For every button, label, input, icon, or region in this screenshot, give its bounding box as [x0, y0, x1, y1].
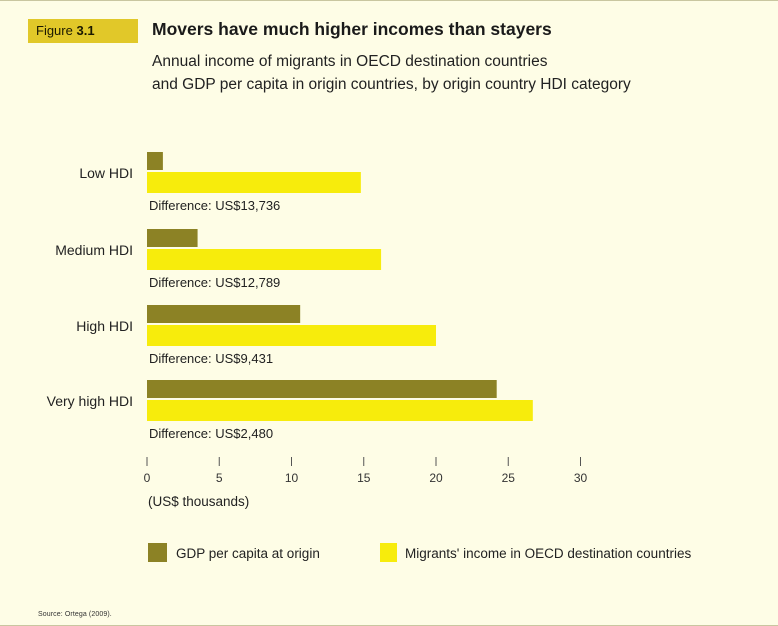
bar-medium-hdi-gdp: [147, 229, 198, 247]
bar-low-hdi-gdp: [147, 152, 163, 170]
source-note: Source: Ortega (2009).: [38, 611, 112, 618]
bar-low-hdi-migrants: [147, 172, 361, 193]
category-label-very-high-hdi: Very high HDI: [47, 393, 133, 409]
figure-badge: Figure 3.1: [28, 19, 138, 43]
figure-label: Figure: [36, 23, 73, 38]
figure-number: 3.1: [76, 23, 95, 38]
difference-label-high-hdi: Difference: US$9,431: [149, 351, 273, 366]
category-label-medium-hdi: Medium HDI: [55, 242, 133, 258]
legend-label-migrants: Migrants' income in OECD destination cou…: [405, 546, 691, 561]
bar-high-hdi-gdp: [147, 305, 301, 323]
bar-high-hdi-migrants: [147, 325, 436, 346]
x-tick-label-15: 15: [357, 471, 371, 485]
x-axis-label: (US$ thousands): [148, 494, 249, 509]
legend-label-gdp: GDP per capita at origin: [176, 546, 320, 561]
x-tick-label-25: 25: [502, 471, 516, 485]
bar-very-high-hdi-gdp: [147, 380, 497, 398]
x-tick-label-10: 10: [285, 471, 299, 485]
chart-subtitle: Annual income of migrants in OECD destin…: [152, 50, 631, 96]
x-tick-label-5: 5: [216, 471, 223, 485]
legend-swatch-migrants: [380, 543, 397, 562]
difference-label-very-high-hdi: Difference: US$2,480: [149, 426, 273, 441]
x-tick-label-30: 30: [574, 471, 588, 485]
subtitle-line-1: Annual income of migrants in OECD destin…: [152, 53, 548, 70]
legend-swatch-gdp: [148, 543, 167, 562]
x-tick-label-0: 0: [144, 471, 151, 485]
bar-medium-hdi-migrants: [147, 249, 382, 270]
bar-very-high-hdi-migrants: [147, 400, 533, 421]
chart-title: Movers have much higher incomes than sta…: [152, 19, 552, 39]
category-label-high-hdi: High HDI: [76, 318, 133, 334]
category-label-low-hdi: Low HDI: [79, 165, 133, 181]
difference-label-medium-hdi: Difference: US$12,789: [149, 275, 280, 290]
difference-label-low-hdi: Difference: US$13,736: [149, 198, 280, 213]
subtitle-line-2: and GDP per capita in origin countries, …: [152, 76, 631, 93]
x-tick-label-20: 20: [429, 471, 443, 485]
